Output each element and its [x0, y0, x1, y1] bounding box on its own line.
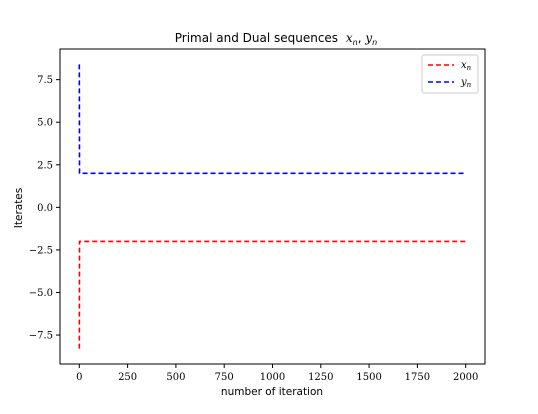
x-axis-label: number of iteration [221, 386, 323, 398]
x-tick-label: 0 [76, 372, 82, 383]
plot-frame [59, 48, 486, 365]
x-tick-label: 750 [215, 372, 234, 383]
y-tick-label: −7.5 [29, 331, 53, 342]
legend-label-y-n: yn [460, 77, 472, 89]
y-tick-label: −5.0 [29, 288, 53, 299]
legend-y-symbol: y [460, 77, 467, 88]
x-ticks: 0 250 500 750 1000 1250 1500 1750 2000 [76, 364, 478, 383]
chart-title-math-y: y [364, 31, 372, 45]
legend-x-sub: n [467, 64, 472, 72]
y-tick-label: −2.5 [29, 245, 53, 256]
chart-title-sub-n-1: n [353, 38, 358, 47]
y-tick-label: 0.0 [37, 203, 53, 214]
x-tick-label: 2000 [453, 372, 478, 383]
y-tick-label: 5.0 [37, 118, 53, 129]
x-tick-label: 1250 [308, 372, 333, 383]
legend-label-x-n: xn [461, 60, 472, 72]
series-line-y-n [78, 64, 466, 175]
x-tick-label: 1500 [356, 372, 381, 383]
y-axis-label: Iterates [13, 188, 25, 228]
legend: xn yn [421, 54, 479, 94]
x-tick-label: 1000 [260, 372, 285, 383]
y-ticks: −7.5 −5.0 −2.5 0.0 2.5 5.0 7.5 [29, 75, 60, 342]
chart-title-main: Primal and Dual sequences [175, 31, 338, 45]
x-tick-label: 500 [166, 372, 185, 383]
x-tick-label: 1750 [405, 372, 430, 383]
chart-title: Primal and Dual sequences xn, yn [175, 31, 378, 47]
y-tick-label: 7.5 [37, 75, 53, 86]
chart-title-comma: , [358, 31, 366, 45]
chart-title-sub-n-2: n [372, 38, 377, 47]
series-layer [78, 64, 466, 349]
chart-title-math-x: x [346, 31, 353, 45]
legend-y-sub: n [467, 81, 472, 89]
series-line-x-n [78, 240, 466, 349]
legend-x-symbol: x [461, 60, 467, 71]
x-tick-label: 250 [118, 372, 137, 383]
y-tick-label: 2.5 [37, 160, 53, 171]
